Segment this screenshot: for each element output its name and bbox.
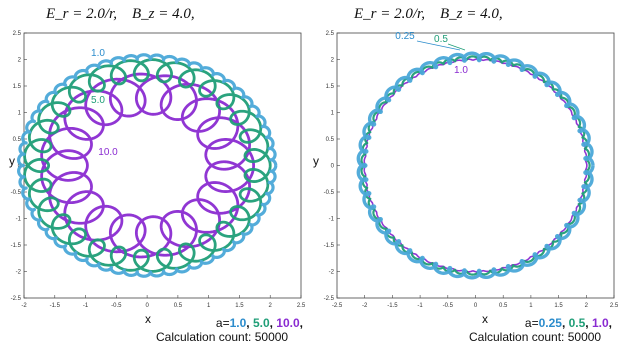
y-tick-label: 1 — [18, 111, 22, 117]
legend-entry: 1.0 — [229, 316, 247, 330]
x-tick-label: -1 — [83, 303, 89, 309]
series-annotation: 10.0 — [98, 147, 118, 158]
x-tick-label: 1 — [207, 303, 211, 309]
y-axis-label: y — [313, 154, 319, 168]
trajectory-0.25 — [356, 51, 595, 280]
x-tick-label: -1 — [417, 303, 423, 309]
trajectory-5.0 — [23, 58, 272, 273]
y-tick-label: 2 — [331, 58, 335, 64]
y-axis-label: y — [9, 154, 15, 168]
y-tick-label: -1 — [16, 217, 22, 223]
x-tick-label: 2 — [269, 303, 273, 309]
trajectory-1.0 — [17, 53, 278, 278]
legend-entry: 0.5 — [568, 316, 586, 330]
y-tick-label: 2.5 — [13, 31, 22, 37]
x-tick-label: 1.5 — [554, 303, 563, 309]
x-axis-label: x — [145, 312, 151, 326]
x-axis-label: x — [482, 312, 488, 326]
x-tick-label: 1.5 — [235, 303, 244, 309]
legend-entry: 5.0 — [252, 316, 270, 330]
y-tick-label: -0.5 — [324, 190, 335, 196]
legend-entry: 1.0 — [591, 316, 609, 330]
legend-entry: 10.0 — [276, 316, 300, 330]
trajectory-10.0 — [40, 72, 255, 259]
calculation-count: Calculation count: 50000 — [469, 330, 602, 344]
y-tick-label: -1.5 — [11, 243, 22, 249]
y-tick-label: 1 — [331, 111, 335, 117]
x-tick-label: -0.5 — [111, 303, 122, 309]
x-tick-label: -2 — [362, 303, 368, 309]
x-tick-label: 2.5 — [610, 303, 618, 309]
legend-entry: 0.25 — [538, 316, 562, 330]
annotation-leader — [416, 40, 461, 51]
series-annotation: 0.5 — [434, 34, 448, 45]
plot-area-right: -2.5 -2 -1.5 -1 -0.5 0 0.5 1 1.5 2 2.5 2.5 2 1.5 1 0.5 0… — [324, 31, 618, 309]
y-tick-label: 0 — [331, 164, 335, 170]
plot-area-left: -2 -1.5 -1 -0.5 0 0.5 1 1.5 2 2.52.521.510.50-0.5… — [11, 31, 306, 309]
series-annotation: 1.0 — [454, 65, 468, 76]
y-tick-label: -2 — [329, 270, 335, 276]
y-tick-label: 2 — [18, 58, 22, 64]
x-tick-label: -0.5 — [443, 303, 454, 309]
calculation-count: Calculation count: 50000 — [156, 330, 289, 344]
x-tick-label: -2 — [21, 303, 27, 309]
x-tick-label: -2.5 — [332, 303, 343, 309]
x-tick-label: 2.5 — [297, 303, 306, 309]
equation-title: E_r = 2.0/r, B_z = 4.0, — [354, 6, 503, 22]
y-tick-label: 2.5 — [326, 31, 335, 37]
y-tick-label: -2.5 — [11, 296, 22, 302]
legend: a=1.0, 5.0, 10.0, — [215, 316, 303, 330]
x-tick-label: 1 — [529, 303, 533, 309]
equation-title: E_r = 2.0/r, B_z = 4.0, — [46, 6, 195, 22]
chart-panel-right: E_r = 2.0/r, B_z = 4.0, -2.5 -2 -1.5 -1 -0.5… — [309, 0, 618, 345]
y-tick-label: -0.5 — [11, 190, 22, 196]
series-annotation: 1.0 — [91, 48, 105, 59]
legend-prefix: a= — [524, 316, 539, 330]
x-tick-label: -1.5 — [50, 303, 61, 309]
x-tick-label: -1.5 — [387, 303, 398, 309]
y-tick-label: 0.5 — [13, 137, 22, 143]
chart-panel-left: E_r = 2.0/r, B_z = 4.0, -2 -1.5 -1 -0.5 0 0.5… — [9, 6, 306, 344]
series-annotation: 5.0 — [91, 95, 105, 106]
series-annotation: 0.25 — [395, 31, 415, 42]
axes-frame — [23, 32, 302, 299]
x-tick-label: 2 — [585, 303, 589, 309]
axes-frame — [336, 32, 615, 299]
y-tick-label: 1.5 — [326, 84, 335, 90]
x-tick-label: 0.5 — [499, 303, 508, 309]
annotation-leader — [447, 43, 466, 51]
y-tick-label: -1.5 — [324, 243, 335, 249]
y-tick-label: 0.5 — [326, 137, 335, 143]
y-tick-label: -2.5 — [324, 296, 335, 302]
y-tick-label: -2 — [16, 270, 22, 276]
legend-prefix: a= — [215, 316, 230, 330]
x-tick-label: 0 — [145, 303, 149, 309]
y-tick-label: 1.5 — [13, 84, 22, 90]
legend: a=0.25, 0.5, 1.0, — [524, 316, 612, 330]
y-tick-label: -1 — [329, 217, 335, 223]
x-tick-label: 0.5 — [174, 303, 183, 309]
x-tick-label: 0 — [474, 303, 478, 309]
